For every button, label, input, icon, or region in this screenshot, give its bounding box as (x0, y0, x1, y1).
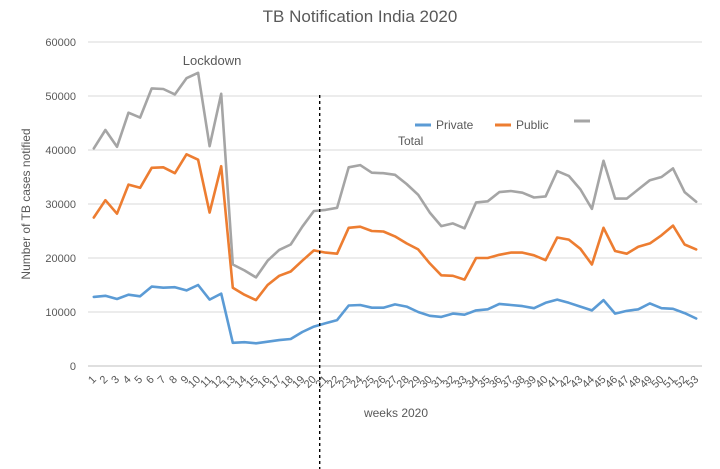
legend-label-public: Public (516, 118, 549, 132)
x-tick-label: 2 (98, 374, 111, 387)
y-tick-label: 20000 (45, 253, 76, 265)
legend: Private Public Total (398, 118, 590, 148)
x-axis-ticks: 1234567891011121314151617181920212223242… (86, 374, 701, 391)
series-lines (92, 71, 698, 345)
y-tick-label: 30000 (45, 199, 76, 211)
x-tick-label: 8 (167, 374, 180, 387)
y-axis-ticks: 0 10000 20000 30000 40000 50000 60000 (45, 37, 76, 373)
legend-label-private: Private (436, 118, 474, 132)
x-tick-label: 7 (156, 374, 169, 387)
series-line-private (92, 283, 698, 345)
lockdown-annotation: Lockdown (183, 53, 242, 68)
y-axis-title: Number of TB cases notified (19, 128, 33, 279)
x-axis-title: weeks 2020 (363, 406, 428, 420)
x-tick-label: 53 (684, 374, 701, 391)
y-tick-label: 40000 (45, 145, 76, 157)
x-tick-label: 6 (144, 374, 157, 387)
y-tick-label: 0 (70, 361, 76, 373)
y-tick-label: 10000 (45, 307, 76, 319)
chart-title: TB Notification India 2020 (263, 7, 458, 26)
x-tick-label: 4 (121, 374, 134, 387)
x-tick-label: 3 (109, 374, 122, 387)
legend-label-total: Total (398, 134, 423, 148)
x-tick-label: 5 (132, 374, 145, 387)
y-tick-label: 60000 (45, 37, 76, 49)
y-tick-label: 50000 (45, 91, 76, 103)
series-line-public (92, 153, 698, 302)
x-tick-label: 1 (86, 374, 99, 387)
series-line-total (92, 71, 698, 279)
gridlines (88, 41, 702, 367)
